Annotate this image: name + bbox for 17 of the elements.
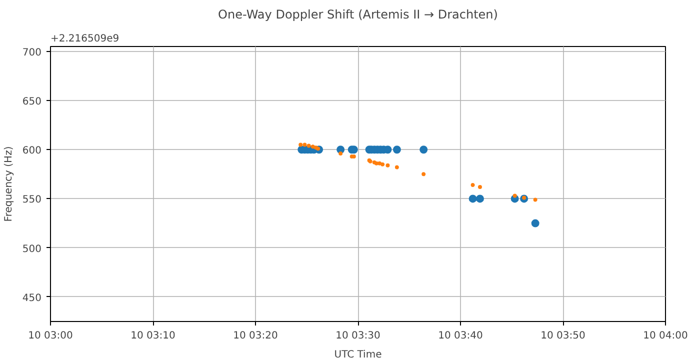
x-tick-label: 10 03:10 (130, 330, 176, 342)
x-tick-label: 10 03:50 (540, 330, 586, 342)
x-axis-title: UTC Time (334, 350, 382, 360)
y-tick-label: 650 (22, 96, 42, 108)
y-tick-label: 600 (22, 146, 42, 157)
y-tick-label: 450 (22, 292, 42, 304)
y-tick-label: 550 (22, 194, 42, 206)
x-tick-label: 10 03:00 (28, 330, 73, 342)
y-tick-label: 700 (22, 47, 42, 58)
chart-title: One-Way Doppler Shift (Artemis II → Drachten) (218, 8, 498, 22)
y-tick-label: 500 (22, 244, 42, 255)
x-tick-label: 10 03:40 (438, 330, 483, 342)
x-tick-label: 10 04:00 (643, 330, 688, 342)
x-tick-label: 10 03:30 (336, 330, 380, 342)
text: +2.216509e9 (50, 34, 120, 44)
y-axis-title: Frequency (Hz) (3, 146, 14, 222)
x-tick-label: 10 03:20 (233, 330, 278, 342)
